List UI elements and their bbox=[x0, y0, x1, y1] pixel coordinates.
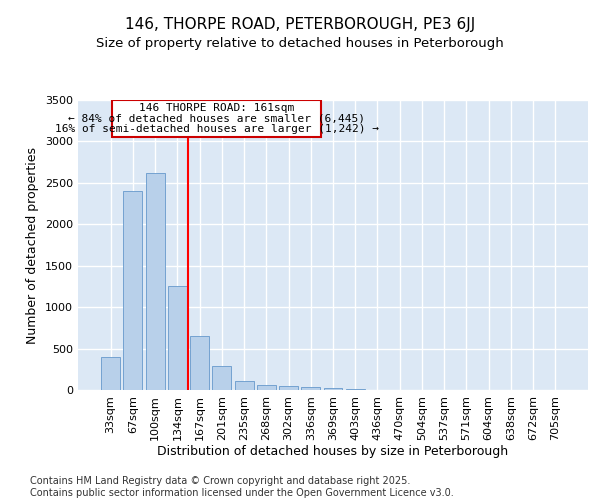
Bar bbox=[212, 366, 231, 390]
Bar bbox=[168, 286, 187, 390]
Text: Contains HM Land Registry data © Crown copyright and database right 2025.
Contai: Contains HM Land Registry data © Crown c… bbox=[30, 476, 454, 498]
Bar bbox=[257, 386, 276, 390]
Bar bbox=[346, 389, 365, 390]
Bar bbox=[101, 357, 120, 390]
Text: 146, THORPE ROAD, PETERBOROUGH, PE3 6JJ: 146, THORPE ROAD, PETERBOROUGH, PE3 6JJ bbox=[125, 18, 475, 32]
Text: 16% of semi-detached houses are larger (1,242) →: 16% of semi-detached houses are larger (… bbox=[55, 124, 379, 134]
Bar bbox=[124, 191, 142, 390]
Bar bbox=[323, 388, 343, 390]
Bar bbox=[235, 382, 254, 390]
X-axis label: Distribution of detached houses by size in Peterborough: Distribution of detached houses by size … bbox=[157, 446, 509, 458]
Bar bbox=[190, 336, 209, 390]
Bar bbox=[146, 172, 164, 390]
Text: Size of property relative to detached houses in Peterborough: Size of property relative to detached ho… bbox=[96, 38, 504, 51]
Text: 146 THORPE ROAD: 161sqm: 146 THORPE ROAD: 161sqm bbox=[139, 104, 294, 114]
Bar bbox=[279, 386, 298, 390]
Bar bbox=[301, 387, 320, 390]
Text: ← 84% of detached houses are smaller (6,445): ← 84% of detached houses are smaller (6,… bbox=[68, 114, 365, 124]
Bar bbox=[112, 100, 321, 137]
Y-axis label: Number of detached properties: Number of detached properties bbox=[26, 146, 40, 344]
